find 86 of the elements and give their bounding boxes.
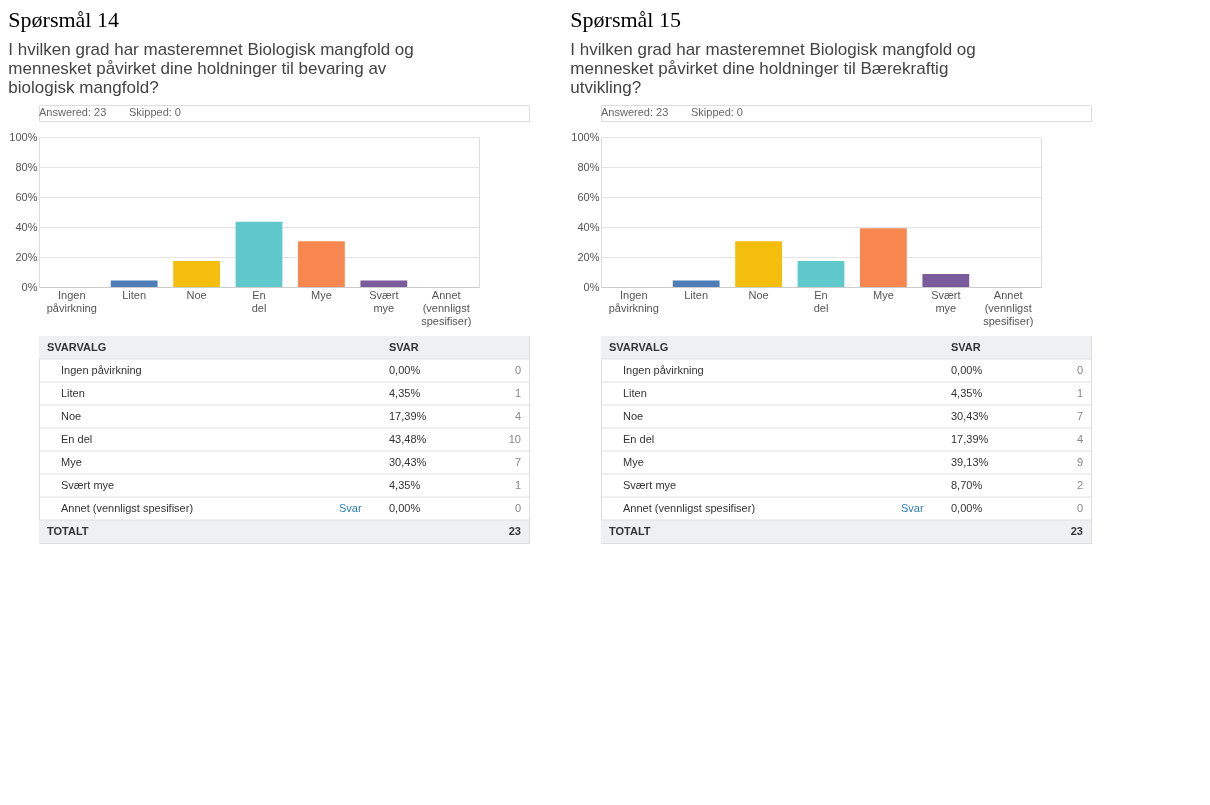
- x-tick-label: Liten: [684, 288, 709, 301]
- text: Skipped: 0: [691, 106, 743, 118]
- x-tick-label: Mye: [311, 288, 332, 301]
- text: 9: [1076, 455, 1083, 468]
- category-label: Noe: [623, 409, 644, 422]
- text: 0: [1076, 363, 1083, 376]
- text: 23: [508, 524, 521, 537]
- chart-title: Spørsmål 14: [8, 6, 119, 32]
- text: 4: [1076, 432, 1083, 445]
- category-label: Annet (vennligst spesifiser): [61, 501, 194, 514]
- category-label: Svært mye: [61, 478, 115, 491]
- x-tick-label: Mye: [873, 288, 894, 301]
- y-tick-label: 100%: [9, 130, 38, 143]
- y-tick-label: 40%: [577, 220, 600, 233]
- text: 30,43%: [389, 455, 427, 468]
- text: Answered: 23: [601, 106, 669, 118]
- text: 4,35%: [951, 386, 983, 399]
- text: 1: [514, 386, 521, 399]
- text: 0: [514, 363, 521, 376]
- category-label: Ingen påvirkning: [623, 363, 704, 376]
- text: 7: [1076, 409, 1083, 422]
- x-tick-label: En del: [813, 288, 829, 314]
- text: 1: [1076, 386, 1083, 399]
- x-tick-label: Ingen påvirkning: [46, 288, 97, 314]
- chart-title: Spørsmål 15: [570, 6, 681, 32]
- category-label: Noe: [61, 409, 82, 422]
- category-label: Mye: [61, 455, 82, 468]
- text: 0,00%: [951, 501, 983, 514]
- y-tick-label: 40%: [15, 220, 38, 233]
- x-tick-label: Svært mye: [369, 288, 399, 314]
- text: 0,00%: [389, 363, 421, 376]
- x-tick-label: Noe: [748, 288, 769, 301]
- text: 0,00%: [389, 501, 421, 514]
- text: 39,13%: [951, 455, 989, 468]
- category-label: Ingen påvirkning: [61, 363, 142, 376]
- text: 23: [1070, 524, 1083, 537]
- chart-subtitle: I hvilken grad har masteremnet Biologisk mangfold og mennesket påvirket dine holdninger til bevaring av biologisk mangfold?: [8, 39, 414, 97]
- text: Svar: [901, 501, 924, 514]
- text: TOTALT: [609, 524, 651, 537]
- category-label: En del: [623, 432, 655, 445]
- chart-subtitle: I hvilken grad har masteremnet Biologisk mangfold og mennesket påvirket dine holdninger til Bærekraftig utvikling?: [570, 39, 976, 97]
- text: 17,39%: [389, 409, 427, 422]
- text: 30,43%: [951, 409, 989, 422]
- text: 43,48%: [389, 432, 427, 445]
- category-label: Mye: [623, 455, 644, 468]
- text: 8,70%: [951, 478, 983, 491]
- category-label: Liten: [61, 386, 85, 399]
- text: 10: [508, 432, 521, 445]
- text: 0: [1076, 501, 1083, 514]
- x-tick-label: Liten: [122, 288, 147, 301]
- y-tick-label: 0%: [21, 280, 38, 293]
- text: 2: [1076, 478, 1083, 491]
- text: TOTALT: [47, 524, 89, 537]
- text: SVARVALG: [609, 340, 669, 353]
- category-label: Svært mye: [623, 478, 677, 491]
- text: 1: [514, 478, 521, 491]
- category-label: Liten: [623, 386, 647, 399]
- x-tick-label: Annet (vennligst spesifiser): [983, 288, 1034, 327]
- text: 0: [514, 501, 521, 514]
- y-tick-label: 80%: [15, 160, 38, 173]
- text: 4,35%: [389, 478, 421, 491]
- text: 17,39%: [951, 432, 989, 445]
- y-tick-label: 60%: [577, 190, 600, 203]
- text: SVAR: [389, 340, 419, 353]
- text: 0,00%: [951, 363, 983, 376]
- y-tick-label: 0%: [583, 280, 600, 293]
- y-tick-label: 80%: [577, 160, 600, 173]
- text: Answered: 23: [39, 106, 107, 118]
- text: 4,35%: [389, 386, 421, 399]
- y-tick-label: 60%: [15, 190, 38, 203]
- text: 7: [514, 455, 521, 468]
- y-tick-label: 100%: [571, 130, 600, 143]
- text: Skipped: 0: [129, 106, 181, 118]
- y-tick-label: 20%: [577, 250, 600, 263]
- text: SVARVALG: [47, 340, 107, 353]
- category-label: Annet (vennligst spesifiser): [623, 501, 756, 514]
- text: SVAR: [951, 340, 981, 353]
- category-label: En del: [61, 432, 93, 445]
- text: 4: [514, 409, 521, 422]
- y-tick-label: 20%: [15, 250, 38, 263]
- x-tick-label: Ingen påvirkning: [608, 288, 659, 314]
- x-tick-label: Annet (vennligst spesifiser): [421, 288, 472, 327]
- x-tick-label: En del: [251, 288, 267, 314]
- text: Svar: [339, 501, 362, 514]
- x-tick-label: Noe: [186, 288, 207, 301]
- x-tick-label: Svært mye: [931, 288, 961, 314]
